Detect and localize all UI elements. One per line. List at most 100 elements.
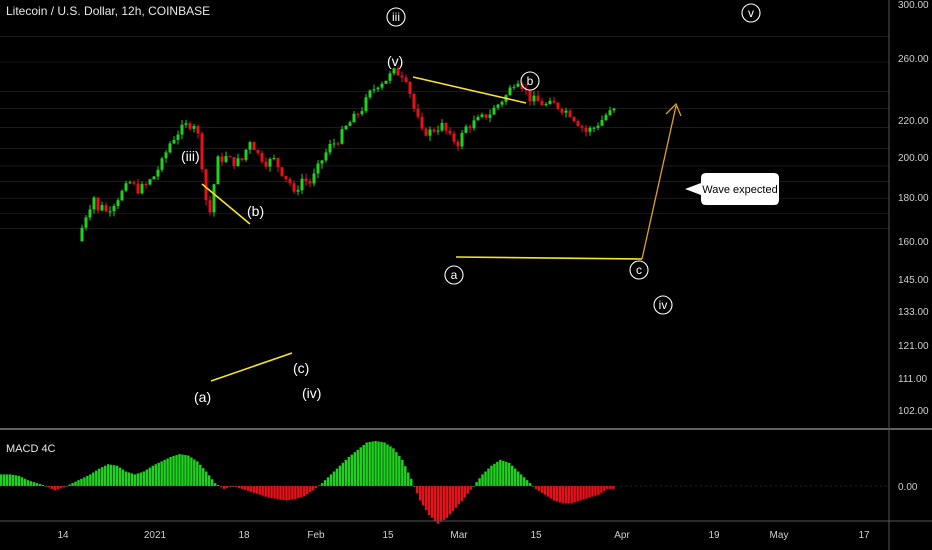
candle-body (544, 104, 548, 106)
candle-body (360, 111, 364, 115)
macd-bar (103, 465, 107, 486)
macd-bar (175, 455, 178, 486)
macd-bar (160, 461, 163, 486)
macd-bar (576, 486, 579, 502)
macd-bar (332, 471, 336, 486)
candle-body (152, 176, 156, 180)
macd-bar (267, 486, 270, 498)
macd-bar (5, 474, 9, 486)
candle-body (432, 129, 436, 132)
candle-body (444, 122, 448, 131)
trendline-a-c (210, 352, 293, 382)
macd-bar (395, 452, 398, 486)
candle-body (144, 184, 148, 186)
macd-bar (457, 486, 461, 505)
price-axis[interactable]: 300.00 260.00 220.00 200.00 180.00 160.0… (898, 0, 929, 493)
macd-bar (469, 486, 472, 490)
time-tick: 17 (858, 530, 870, 541)
macd-bar (496, 461, 499, 486)
candle-body (536, 95, 540, 102)
macd-bar (460, 486, 463, 501)
candle-body (576, 121, 580, 127)
candle-body (244, 149, 248, 160)
macd-bar (47, 486, 51, 488)
macd-bar (540, 486, 544, 493)
candle-body (376, 87, 380, 90)
macd-bar (424, 486, 428, 511)
candle-body (272, 157, 276, 159)
time-tick: 15 (382, 530, 394, 541)
macd-bar (410, 478, 413, 486)
macd-bar (8, 474, 12, 486)
wave-expected-callout[interactable]: Wave expected (685, 173, 779, 205)
candle-body (164, 152, 168, 159)
macd-histogram (0, 441, 889, 524)
macd-bar (193, 459, 196, 486)
macd-bar (202, 468, 205, 486)
time-tick: 14 (57, 530, 69, 541)
candle-body (96, 197, 100, 211)
wave-label-iv-circle: iv (659, 298, 668, 312)
candle-body (440, 122, 444, 131)
macd-bar (362, 444, 365, 486)
wave-label-v-paren: (v) (387, 53, 403, 69)
candle-body (264, 161, 268, 167)
candle-body (296, 190, 300, 192)
candle-body (364, 97, 368, 112)
macd-bar (219, 486, 223, 487)
macd-bar (371, 441, 374, 486)
macd-bar (109, 464, 113, 486)
candle-body (188, 123, 192, 129)
candle-body (608, 110, 612, 116)
macd-bar (136, 473, 140, 486)
wave-label-v-circle: v (748, 6, 754, 20)
macd-bar (430, 486, 434, 518)
candle-body (484, 114, 488, 118)
macd-bar (502, 460, 505, 486)
macd-bar (181, 454, 184, 486)
candle-body (396, 68, 400, 76)
candle-body (400, 75, 404, 78)
candle-body (304, 178, 308, 182)
macd-bar (508, 462, 511, 486)
candle-body (172, 139, 176, 144)
macd-bar (264, 486, 267, 497)
macd-bar (549, 486, 553, 499)
macd-bar (415, 486, 419, 494)
wave-label-iv-paren: (iv) (302, 385, 321, 401)
price-tick: 200.00 (898, 153, 929, 164)
macd-bar (320, 483, 324, 486)
candle-body (184, 123, 188, 125)
macd-bar (62, 486, 65, 488)
macd-bar (359, 447, 362, 486)
price-tick: 145.00 (898, 275, 929, 286)
macd-bar (157, 462, 160, 486)
macd-bar (297, 486, 300, 499)
candle-body (256, 150, 260, 153)
price-pane[interactable] (0, 0, 889, 428)
macd-bar (311, 486, 315, 491)
time-axis[interactable]: 14 2021 18 Feb 15 Mar 15 Apr 19 May 17 (57, 530, 870, 541)
candle-body (140, 184, 144, 194)
candle-body (248, 142, 252, 150)
macd-bar (546, 486, 550, 497)
candle-body (520, 83, 524, 90)
candle-body (176, 134, 180, 140)
candle-body (496, 104, 500, 108)
candle-body (336, 143, 340, 145)
candle-body (448, 130, 452, 134)
candle-body (488, 114, 492, 118)
macd-bar (519, 474, 523, 486)
macd-bar (600, 486, 603, 493)
macd-bar (505, 461, 508, 486)
time-tick: Mar (450, 530, 468, 541)
macd-bar (377, 441, 380, 486)
wave-label-b-paren: (b) (247, 203, 264, 219)
macd-bar (365, 442, 368, 486)
macd-bar (243, 486, 247, 490)
candle-body (180, 124, 184, 135)
candle-body (612, 108, 616, 111)
macd-bar (478, 478, 481, 486)
candle-body (120, 190, 124, 201)
